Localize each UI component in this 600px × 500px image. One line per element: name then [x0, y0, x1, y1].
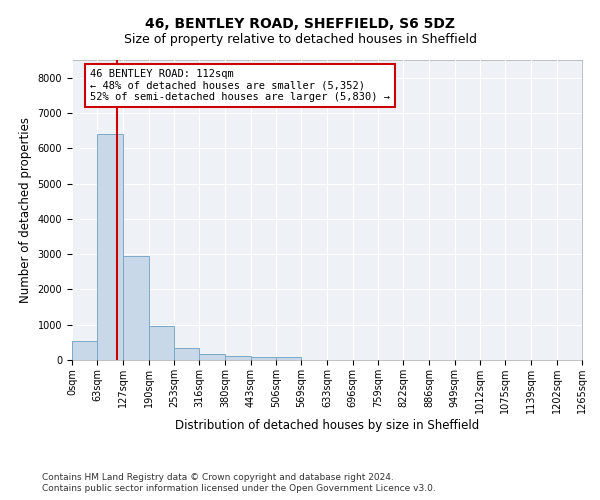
Text: 46 BENTLEY ROAD: 112sqm
← 48% of detached houses are smaller (5,352)
52% of semi: 46 BENTLEY ROAD: 112sqm ← 48% of detache…: [90, 69, 390, 102]
Bar: [149, 326, 174, 360]
Text: Contains HM Land Registry data © Crown copyright and database right 2024.: Contains HM Land Registry data © Crown c…: [42, 472, 394, 482]
Y-axis label: Number of detached properties: Number of detached properties: [19, 117, 32, 303]
Bar: [97, 134, 123, 360]
Bar: [251, 357, 276, 360]
Bar: [276, 357, 301, 360]
Bar: [72, 340, 97, 360]
Text: 46, BENTLEY ROAD, SHEFFIELD, S6 5DZ: 46, BENTLEY ROAD, SHEFFIELD, S6 5DZ: [145, 18, 455, 32]
Text: Size of property relative to detached houses in Sheffield: Size of property relative to detached ho…: [124, 32, 476, 46]
Bar: [123, 256, 149, 360]
Bar: [174, 348, 199, 360]
Bar: [225, 356, 251, 360]
X-axis label: Distribution of detached houses by size in Sheffield: Distribution of detached houses by size …: [175, 418, 479, 432]
Text: Contains public sector information licensed under the Open Government Licence v3: Contains public sector information licen…: [42, 484, 436, 493]
Bar: [199, 354, 225, 360]
